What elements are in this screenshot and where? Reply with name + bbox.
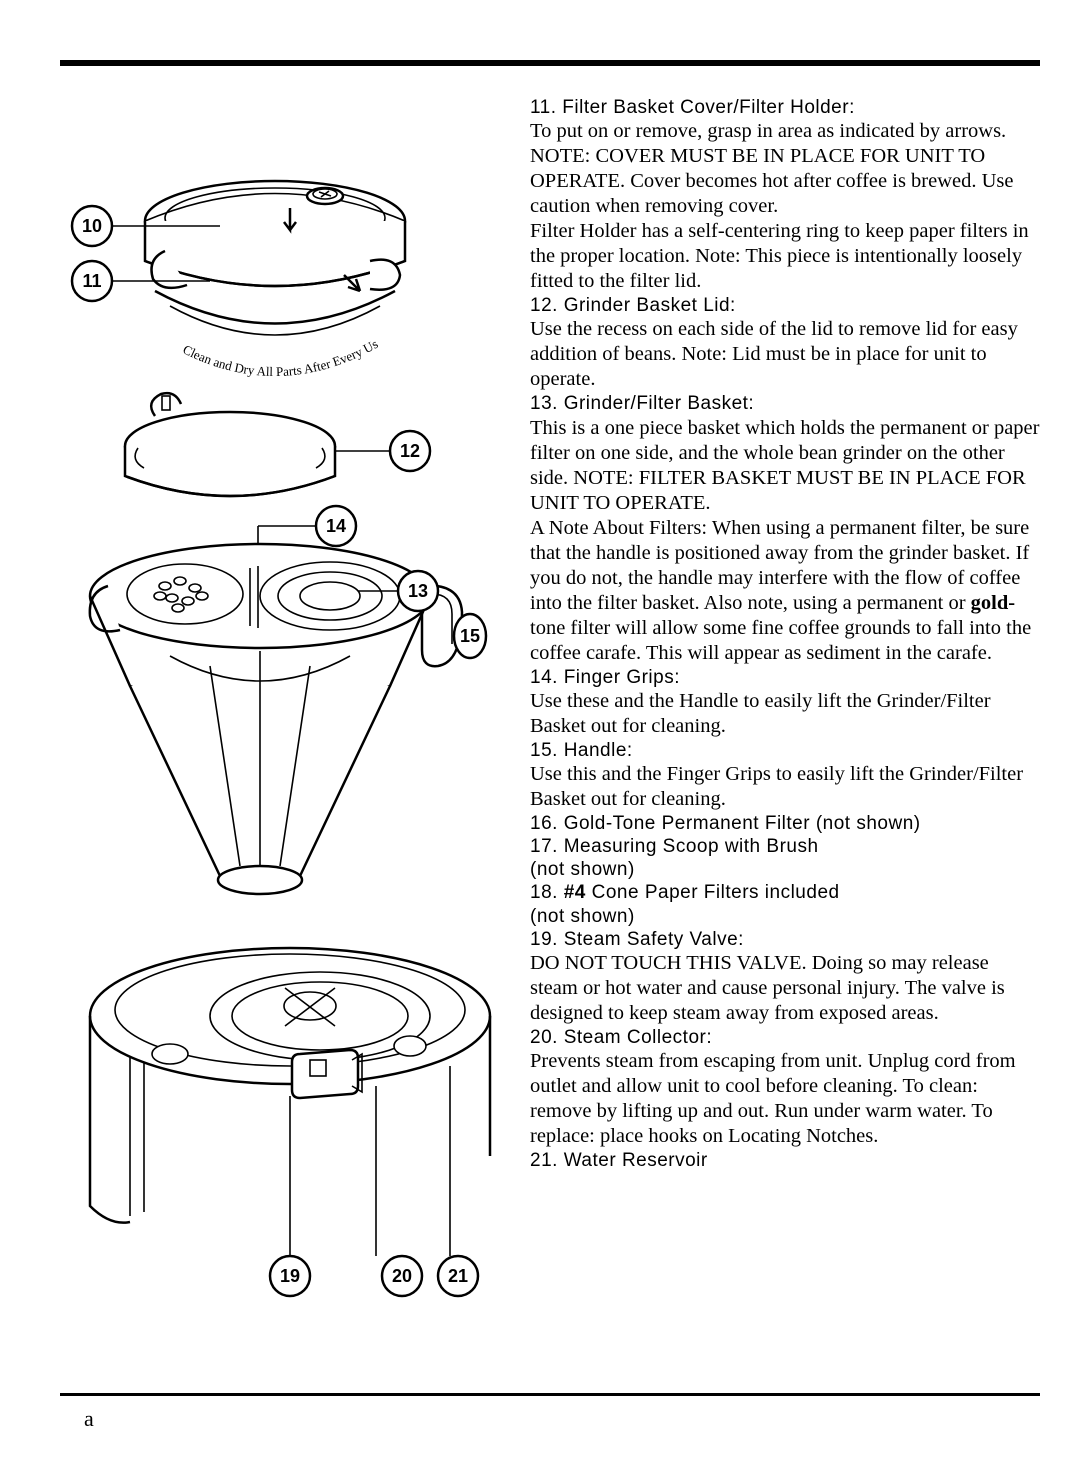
sect-15-body: Use this and the Finger Grips to easily … [530, 762, 1040, 812]
bottom-rule [60, 1393, 1040, 1396]
sect-18-sub: (not shown) [530, 905, 1040, 928]
sect-13-head: 13. Grinder/Filter Basket: [530, 392, 1040, 415]
parts-diagram: Clean and Dry All Parts After Every Use [60, 96, 500, 1316]
page-number: a [84, 1406, 94, 1432]
sect-20-body: Prevents steam from escaping from unit. … [530, 1049, 1040, 1149]
sect-12-head: 12. Grinder Basket Lid: [530, 294, 1040, 317]
sect-14-head: 14. Finger Grips: [530, 666, 1040, 689]
sect-19-body: DO NOT TOUCH THIS VALVE. Doing so may re… [530, 951, 1040, 1026]
sect-12-body: Use the recess on each side of the lid t… [530, 317, 1040, 392]
sect-16-head: 16. Gold-Tone Permanent Filter (not show… [530, 812, 1040, 835]
callout-13: 13 [408, 581, 428, 601]
sect-13-body-a: This is a one piece basket which holds t… [530, 416, 1040, 516]
page: Clean and Dry All Parts After Every Use [60, 60, 1040, 1420]
top-rule [60, 60, 1040, 66]
sect-15-head: 15. Handle: [530, 739, 1040, 762]
sect-11-body-a: To put on or remove, grasp in area as in… [530, 119, 1040, 219]
content-row: Clean and Dry All Parts After Every Use [60, 96, 1040, 1316]
sect-11-head: 11. Filter Basket Cover/Filter Holder: [530, 96, 1040, 119]
sect-11-body-b: Filter Holder has a self-centering ring … [530, 219, 1040, 294]
sect-17-head: 17. Measuring Scoop with Brush [530, 835, 1040, 858]
sect-20-head: 20. Steam Collector: [530, 1026, 1040, 1049]
callout-19: 19 [280, 1266, 300, 1286]
callout-20: 20 [392, 1266, 412, 1286]
sect-17-sub: (not shown) [530, 858, 1040, 881]
callout-12: 12 [400, 441, 420, 461]
sect-21-head: 21. Water Reservoir [530, 1149, 1040, 1172]
diagram-column: Clean and Dry All Parts After Every Use [60, 96, 500, 1316]
sect-14-body: Use these and the Handle to easily lift … [530, 689, 1040, 739]
callout-11: 11 [82, 271, 101, 291]
text-column: 11. Filter Basket Cover/Filter Holder: T… [530, 96, 1040, 1316]
sect-19-head: 19. Steam Safety Valve: [530, 928, 1040, 951]
sect-18-head: 18. #4 Cone Paper Filters included [530, 881, 1040, 904]
callout-14: 14 [326, 516, 346, 536]
callout-10: 10 [82, 216, 102, 236]
sect-13-body-b: A Note About Filters: When using a perma… [530, 516, 1040, 666]
callout-21: 21 [448, 1266, 468, 1286]
callout-15: 15 [460, 626, 480, 646]
